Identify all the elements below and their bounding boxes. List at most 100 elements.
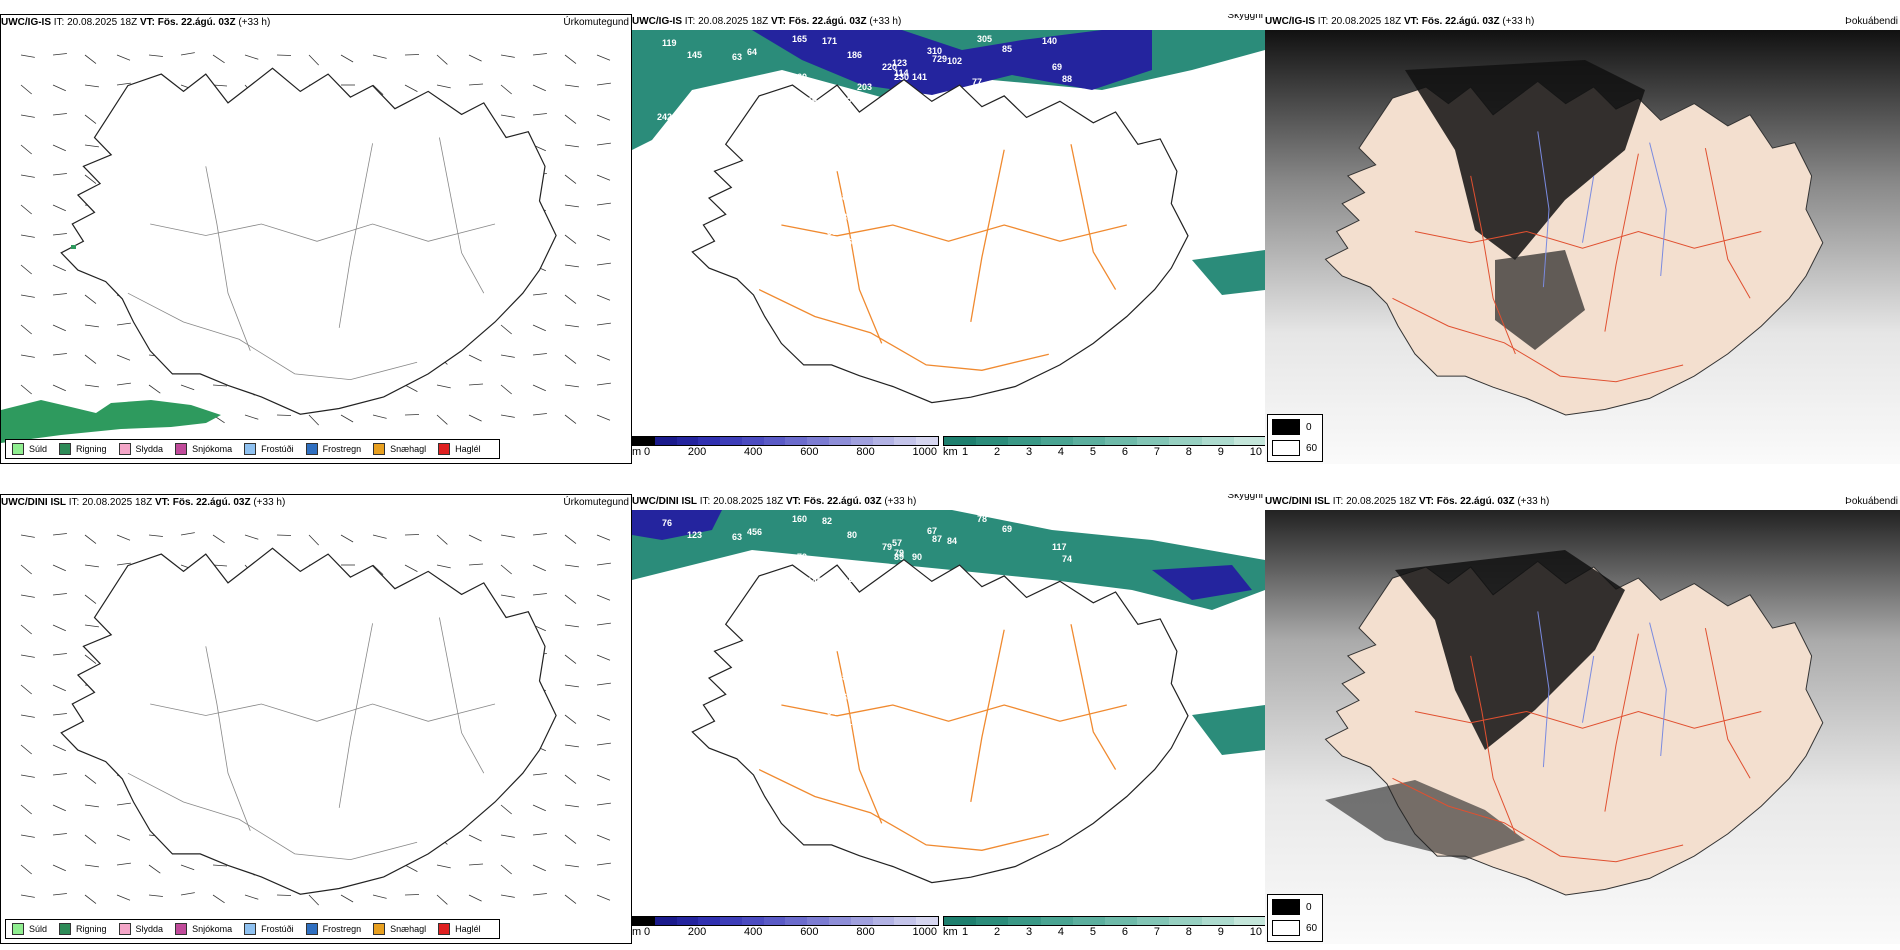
cloud-base-label: 84: [952, 292, 962, 302]
wind-barb: [468, 414, 482, 422]
cloud-base-label: 199: [847, 574, 862, 584]
run-prefix: IT:: [68, 497, 80, 508]
legend-swatch: [1272, 899, 1300, 915]
legend-label: Slydda: [135, 444, 164, 454]
cloud-base-label: 99: [857, 732, 867, 742]
wind-barb: [596, 802, 611, 806]
colorbar-segment: [1233, 917, 1265, 925]
roads-orange: [758, 624, 1127, 851]
run-time: 20.08.2025 18Z: [698, 16, 769, 27]
wind-barb: [52, 533, 67, 536]
cloud-base-label: 98: [902, 322, 912, 332]
wind-barb: [52, 804, 66, 812]
road-line: [1392, 777, 1684, 863]
cloud-base-label: 21: [822, 372, 832, 382]
wind-barb: [372, 564, 384, 575]
road-line: [758, 769, 1049, 851]
wind-barb: [116, 54, 131, 61]
colorbar-segment: [944, 437, 977, 445]
wind-barb: [84, 534, 97, 544]
wind-barb: [20, 834, 35, 838]
road-line: [1070, 144, 1117, 290]
wind-barb: [564, 384, 579, 388]
colorbar-segment: [1201, 917, 1234, 925]
legend-label: Rigning: [76, 924, 107, 934]
wind-barb: [308, 534, 319, 546]
wind-barb: [564, 804, 579, 808]
wind-barb: [84, 654, 97, 664]
fog-area: [1192, 705, 1265, 755]
wind-barb: [468, 383, 484, 386]
wind-barb: [532, 804, 546, 812]
run-time: 20.08.2025 18Z: [1346, 496, 1417, 507]
wind-barb: [180, 52, 195, 56]
river-line: [1537, 131, 1550, 288]
cloud-base-label: 203: [857, 82, 872, 92]
colorbar-segment: [807, 917, 830, 925]
wind-barb: [84, 894, 97, 904]
wind-barb: [116, 322, 131, 326]
wind-barb: [564, 354, 577, 364]
river-line: [1582, 175, 1595, 243]
fog-patch: [1325, 780, 1525, 860]
legend-swatch: [373, 923, 386, 935]
fog-map: [1265, 510, 1900, 944]
cloud-base-label: 242: [657, 112, 672, 122]
colorbar-segment: [850, 437, 873, 445]
road-line: [836, 171, 883, 344]
wind-barb: [436, 534, 448, 545]
wind-barb: [52, 293, 67, 296]
lead-time: (+33 h): [238, 17, 271, 28]
wind-barb: [20, 714, 35, 718]
panel-title-precip: Úrkomutegund: [563, 17, 629, 28]
roads-gray: [127, 137, 496, 381]
model-name: UWC/IG-IS: [1, 17, 51, 28]
lead-time: (+33 h): [1517, 496, 1550, 507]
wind-barb: [500, 324, 512, 335]
cloud-base-label: 59: [847, 94, 857, 104]
valid-prefix: VT:: [1403, 16, 1419, 27]
wind-barb: [20, 774, 35, 778]
colorbar-tick-label: 2: [993, 926, 1001, 938]
wind-barb: [404, 384, 418, 392]
legend-label: Haglél: [455, 444, 481, 454]
wind-barb: [404, 564, 418, 572]
wind-barb: [84, 624, 99, 628]
wind-barb: [52, 53, 67, 56]
cloud-base-label: 58: [842, 672, 852, 682]
run-time: 20.08.2025 18Z: [1331, 16, 1402, 27]
colorbar-segment: [1137, 437, 1170, 445]
iceland-coastline: [691, 78, 1189, 404]
wind-barb: [20, 894, 35, 898]
wind-barb: [596, 114, 611, 121]
wind-barb: [148, 894, 163, 897]
wind-barb: [468, 894, 482, 902]
cloud-base-label: 67: [927, 526, 937, 536]
colorbar-tick-label: 1000: [912, 926, 937, 938]
wind-barb: [372, 54, 387, 59]
cloud-base-label: 57: [892, 538, 902, 548]
wind-barb: [532, 384, 546, 392]
colorbar-segment: [785, 437, 808, 445]
wind-barb: [500, 564, 512, 575]
wind-barb: [116, 834, 131, 841]
precip-type-panel-top: UWC/IG-IS IT: 20.08.2025 18Z VT: Fös. 22…: [0, 14, 632, 464]
cloud-base-label: 82: [822, 516, 832, 526]
colorbar-segment: [633, 917, 655, 925]
valid-prefix: VT:: [770, 16, 786, 27]
valid-prefix: VT:: [1418, 496, 1434, 507]
colorbar-segment: [676, 917, 699, 925]
model-name: UWC/IG-IS: [632, 16, 682, 27]
cloud-base-label: 63: [842, 692, 852, 702]
cloud-base-label: 63: [732, 532, 742, 542]
wind-barb: [532, 564, 546, 572]
colorbar-segment: [1201, 437, 1234, 445]
colorbar-tick-label: 3: [1025, 926, 1033, 938]
colorbar-segment: [654, 437, 677, 445]
legend-swatch: [118, 923, 131, 935]
colorbar-tick-label: 0: [644, 926, 651, 938]
wind-barb: [468, 834, 482, 842]
wind-barb: [564, 324, 579, 328]
wind-barb: [20, 234, 35, 238]
wind-barb: [148, 54, 163, 57]
